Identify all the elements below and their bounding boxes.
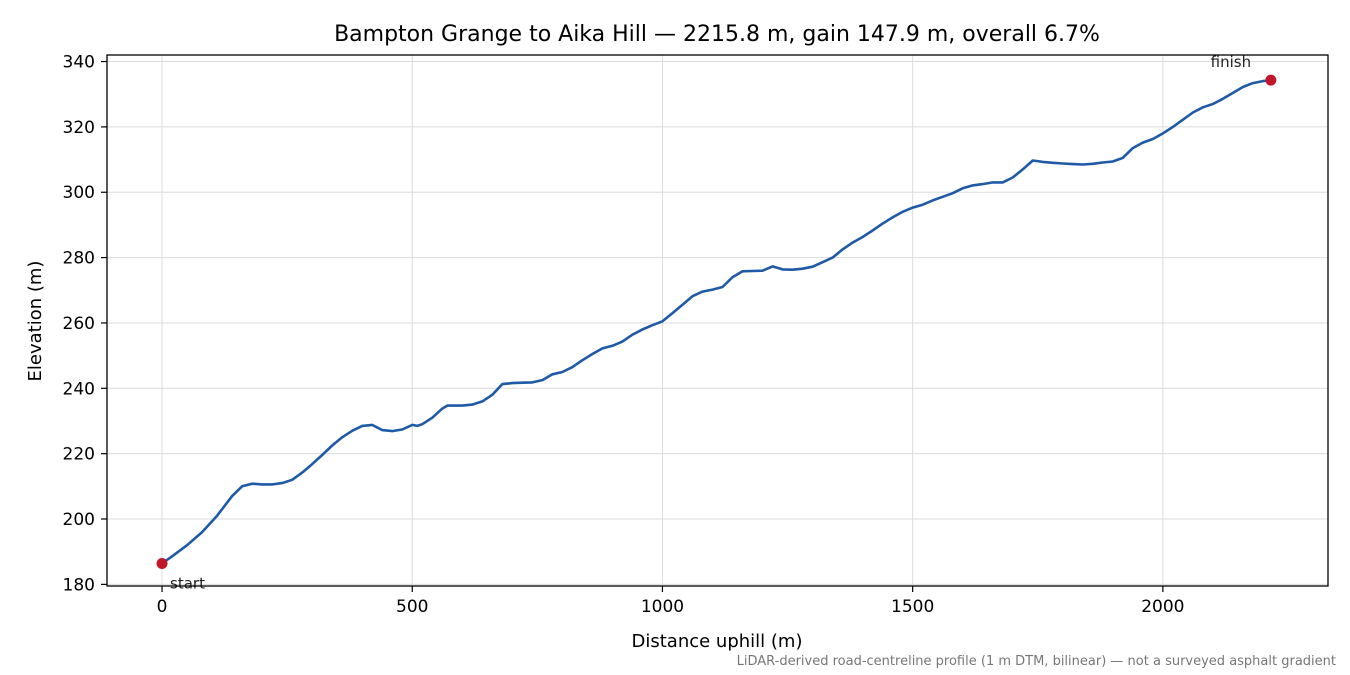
y-tick-label: 320	[63, 118, 95, 138]
plot-layer: start finish	[156, 53, 1277, 592]
elevation-line	[160, 78, 1273, 565]
y-tick-label: 340	[63, 53, 95, 73]
finish-label: finish	[1211, 53, 1251, 71]
start-marker	[156, 557, 168, 569]
x-axis-label: Distance uphill (m)	[632, 631, 803, 652]
tick-layer: 0 500 1000 1500 2000 180 200 220 240 260 280 300 320…	[63, 53, 1185, 617]
x-tick-label: 1000	[641, 597, 684, 617]
y-tick-label: 220	[63, 445, 95, 465]
y-tick-label: 200	[63, 510, 95, 530]
x-tick-label: 500	[396, 597, 428, 617]
footnote: LiDAR-derived road-centreline profile (1…	[737, 654, 1336, 669]
chart-title: Bampton Grange to Aika Hill — 2215.8 m, …	[334, 22, 1100, 47]
y-tick-label: 240	[63, 379, 95, 399]
y-tick-label: 300	[63, 183, 95, 203]
y-tick-label: 260	[63, 314, 95, 334]
y-tick-label: 280	[63, 249, 95, 269]
grid-layer	[107, 55, 1328, 586]
x-tick-label: 0	[157, 597, 168, 617]
y-axis-label: Elevation (m)	[25, 261, 46, 382]
plot-frame	[106, 54, 1329, 587]
y-tick-label: 180	[63, 575, 95, 595]
start-label: start	[170, 574, 205, 592]
finish-marker	[1265, 74, 1277, 86]
x-tick-label: 2000	[1141, 597, 1184, 617]
x-tick-label: 1500	[891, 597, 934, 617]
